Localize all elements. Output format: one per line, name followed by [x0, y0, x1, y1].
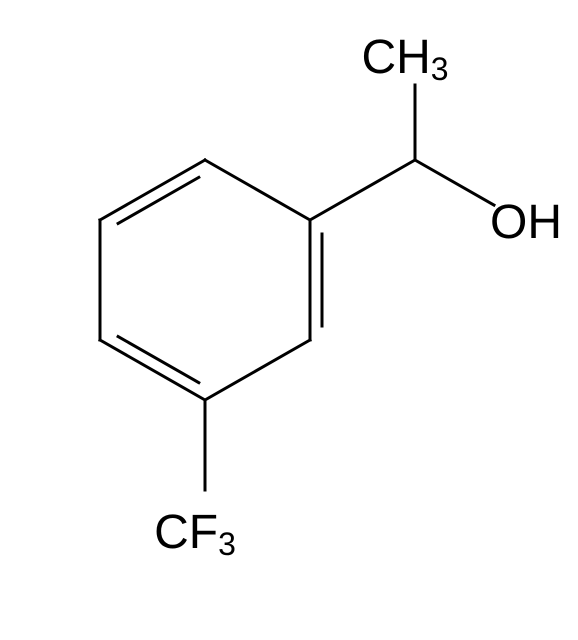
bond-line: [118, 337, 199, 383]
bond-line: [205, 340, 310, 400]
bond-line: [118, 177, 199, 223]
atom-label-cf3: CF3: [154, 506, 236, 563]
bonds-group: [100, 85, 494, 490]
bond-line: [205, 160, 310, 220]
labels-group: CH3 OH CF3: [154, 31, 562, 563]
atom-label-oh: OH: [490, 196, 562, 249]
molecule-diagram: CH3 OH CF3: [0, 0, 578, 640]
bond-line: [310, 160, 415, 220]
bond-line: [415, 160, 494, 205]
atom-label-ch3: CH3: [361, 31, 448, 88]
bond-line: [100, 340, 205, 400]
bond-line: [100, 160, 205, 220]
